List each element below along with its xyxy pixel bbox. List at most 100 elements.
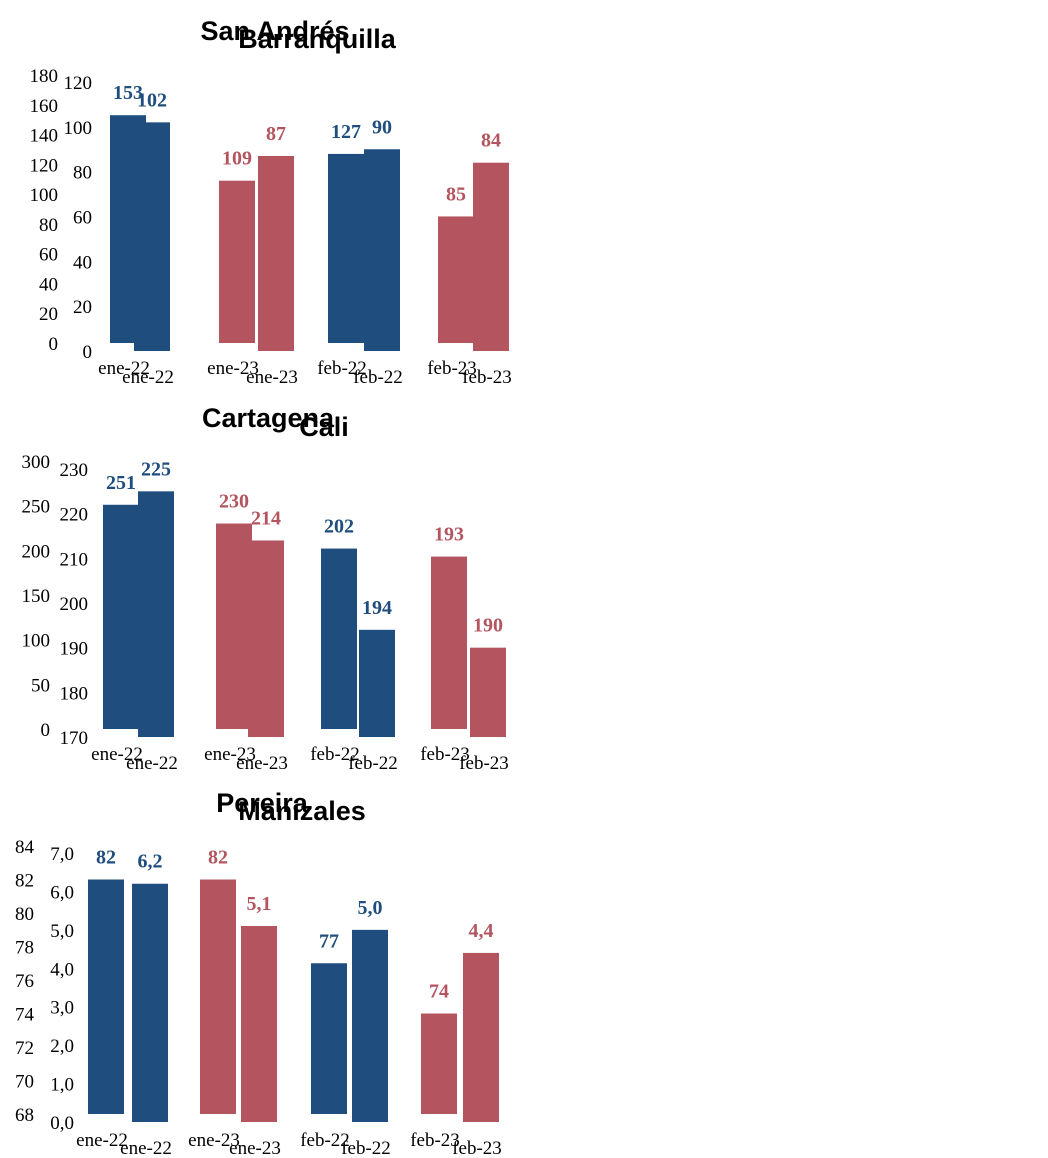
chart-title: Barranquilla	[238, 24, 397, 54]
chart-cali: Cali 170 180 190 200 210 220 230 225 ene-22 214 ene…	[60, 392, 1048, 784]
data-label: 202	[324, 516, 354, 538]
bar-feb-23	[438, 216, 474, 343]
y-tick-label: 7,0	[50, 844, 74, 865]
category-label: ene-22	[120, 1138, 172, 1158]
y-tick-label: 300	[22, 452, 51, 473]
y-tick-label: 40	[73, 252, 92, 273]
bar-feb-22	[352, 929, 388, 1122]
y-tick-label: 150	[22, 586, 51, 607]
bar-ene-23	[219, 180, 255, 343]
category-label: feb-23	[452, 1138, 502, 1158]
y-tick-label: 1,0	[50, 1075, 74, 1096]
bar-ene-22	[138, 491, 174, 737]
chart-manizales: Manizales 0,0 1,0 2,0 3,0 4,0 5,0 6,0 7,0 6,2 ene-…	[50, 784, 1048, 1158]
category-label: feb-22	[348, 753, 398, 774]
bar-ene-23	[200, 879, 236, 1114]
bar-ene-23	[258, 155, 294, 351]
y-tick-label: 120	[64, 73, 93, 94]
data-label: 102	[137, 89, 167, 111]
data-label: 5,0	[358, 897, 383, 919]
data-label: 225	[141, 458, 171, 480]
y-tick-label: 230	[60, 460, 89, 481]
chart-barranquilla-svg: Barranquilla 0 20 40 60 80 100 120 102 ene-22 87 en…	[64, 24, 512, 388]
y-tick-label: 84	[15, 837, 35, 858]
data-label: 153	[113, 82, 143, 104]
y-tick-label: 200	[60, 594, 89, 615]
data-label: 214	[251, 507, 281, 529]
chart-pereira-svg: Pereira 68 70 72 74 76 78 80 82 84 82 ene-22 82 ene-2…	[15, 788, 460, 1151]
bar-ene-23	[248, 540, 284, 737]
chart-title: San Andrés	[200, 16, 349, 46]
y-tick-label: 5,0	[50, 921, 74, 942]
category-label: feb-22	[310, 744, 360, 765]
bar-ene-23	[241, 926, 277, 1122]
data-label: 74	[429, 981, 449, 1003]
chart-barranquilla: Barranquilla 0 20 40 60 80 100 120 102 ene-22 87 en…	[64, 0, 1048, 392]
category-label: feb-22	[353, 367, 403, 388]
bar-feb-22	[311, 963, 347, 1114]
data-label: 85	[446, 183, 466, 205]
y-tick-label: 0,0	[50, 1113, 74, 1134]
y-tick-label: 0	[83, 342, 93, 363]
y-tick-label: 100	[30, 185, 59, 206]
chart-pereira: Pereira 68 70 72 74 76 78 80 82 84 82 ene-22 82 ene-2…	[0, 784, 520, 1158]
chart-manizales-svg: Manizales 0,0 1,0 2,0 3,0 4,0 5,0 6,0 7,0 6,2 ene-…	[50, 796, 502, 1158]
bar-feb-22	[359, 629, 395, 737]
category-label: ene-23	[188, 1130, 240, 1151]
y-tick-label: 2,0	[50, 1036, 74, 1057]
chart-cali-svg: Cali 170 180 190 200 210 220 230 225 ene-22 214 ene…	[60, 412, 509, 774]
category-label: feb-23	[410, 1130, 460, 1151]
category-label: feb-23	[462, 367, 512, 388]
category-label: feb-22	[300, 1130, 350, 1151]
y-tick-label: 120	[30, 155, 59, 176]
bar-ene-22	[134, 122, 170, 351]
category-label: feb-22	[341, 1138, 391, 1158]
chart-san-andres: San Andrés 0 20 40 60 80 100 120 140 160 180 153 ene…	[0, 0, 520, 392]
y-tick-label: 82	[15, 871, 34, 892]
data-label: 82	[208, 847, 228, 869]
y-tick-label: 100	[64, 118, 93, 139]
y-tick-label: 220	[60, 505, 89, 526]
y-tick-label: 200	[22, 541, 51, 562]
y-tick-label: 60	[39, 245, 58, 266]
y-tick-label: 140	[30, 126, 59, 147]
y-tick-label: 60	[73, 208, 92, 229]
category-label: ene-23	[236, 753, 288, 774]
category-label: ene-23	[207, 358, 259, 379]
data-label: 4,4	[469, 920, 494, 942]
y-tick-label: 20	[39, 304, 58, 325]
bar-feb-22	[364, 149, 400, 351]
chart-cartagena-svg: Cartagena 0 50 100 150 200 250 300 251 ene-22 230 e…	[22, 403, 470, 765]
y-tick-label: 70	[15, 1072, 34, 1093]
y-tick-label: 160	[30, 96, 59, 117]
y-tick-label: 40	[39, 274, 58, 295]
data-label: 82	[96, 847, 116, 869]
bar-ene-23	[216, 523, 252, 729]
category-label: ene-22	[98, 358, 150, 379]
chart-title: Cartagena	[202, 403, 335, 433]
category-label: ene-22	[126, 753, 178, 774]
chart-san-andres-svg: San Andrés020406080100120140160180153ene…	[30, 16, 477, 379]
chart-title: Manizales	[238, 796, 366, 826]
category-label: ene-22	[122, 367, 174, 388]
y-tick-label: 190	[60, 639, 89, 660]
bar-feb-23	[421, 1013, 457, 1114]
data-label: 190	[473, 615, 503, 637]
y-tick-label: 100	[22, 631, 51, 652]
y-tick-label: 210	[60, 549, 89, 570]
bar-feb-22	[321, 548, 357, 729]
y-tick-label: 72	[15, 1038, 34, 1059]
y-tick-label: 80	[73, 163, 92, 184]
bar-feb-22	[328, 153, 364, 343]
data-label: 6,2	[138, 851, 163, 873]
y-tick-label: 250	[22, 497, 51, 518]
y-tick-label: 80	[15, 904, 34, 925]
bar-ene-22	[103, 504, 139, 729]
chart-title: Cali	[299, 412, 349, 442]
y-tick-label: 180	[30, 66, 59, 87]
chart-cartagena: Cartagena 0 50 100 150 200 250 300 251 ene-22 230 e…	[0, 392, 520, 784]
category-label: ene-22	[76, 1130, 128, 1151]
y-tick-label: 3,0	[50, 998, 74, 1019]
category-label: feb-23	[459, 753, 509, 774]
y-tick-label: 180	[60, 683, 89, 704]
